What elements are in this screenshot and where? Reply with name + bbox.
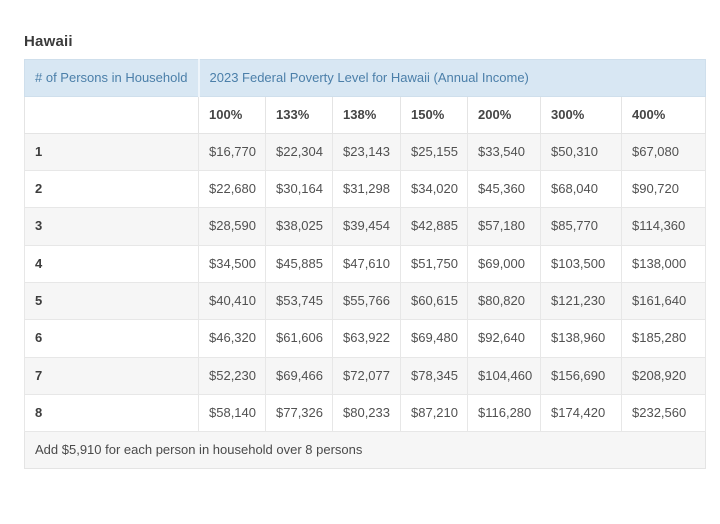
income-value-cell: $40,410: [198, 281, 266, 321]
table-row: 1 $16,770 $22,304 $23,143 $25,155 $33,540 $50,…: [24, 132, 707, 172]
income-value-cell: $60,615: [400, 281, 468, 321]
income-value-cell: $45,360: [467, 170, 541, 209]
income-value-cell: $46,320: [198, 319, 266, 358]
income-value-cell: $47,610: [332, 244, 401, 283]
income-value-cell: $114,360: [620, 207, 707, 246]
person-count-cell: 2: [24, 170, 199, 209]
income-value-cell: $23,143: [332, 132, 401, 172]
income-value-cell: $208,920: [620, 356, 707, 395]
percent-header-150: 150%: [400, 95, 468, 134]
income-value-cell: $174,420: [540, 393, 622, 433]
income-value-cell: $87,210: [400, 393, 468, 433]
income-value-cell: $161,640: [620, 281, 707, 321]
income-value-cell: $63,922: [332, 319, 401, 358]
percent-header-400: 400%: [620, 95, 707, 134]
income-value-cell: $55,766: [332, 281, 401, 321]
persons-column-header: # of Persons in Household: [24, 59, 199, 97]
income-value-cell: $45,885: [265, 244, 333, 283]
income-value-cell: $85,770: [540, 207, 622, 246]
table-footer-row: Add $5,910 for each person in household …: [23, 431, 707, 469]
income-value-cell: $104,460: [467, 356, 541, 395]
person-count-cell: 6: [24, 319, 199, 358]
income-value-cell: $57,180: [467, 207, 541, 246]
income-value-cell: $39,454: [332, 207, 401, 246]
person-count-cell: 8: [24, 393, 199, 433]
income-value-cell: $38,025: [265, 207, 333, 246]
empty-header-cell: [24, 95, 199, 134]
table-row: 4 $34,500 $45,885 $47,610 $51,750 $69,000 $103…: [24, 244, 707, 283]
income-value-cell: $25,155: [400, 132, 468, 172]
table-row: 3 $28,590 $38,025 $39,454 $42,885 $57,180 $85,…: [24, 207, 707, 246]
income-value-cell: $121,230: [540, 281, 622, 321]
income-value-cell: $232,560: [620, 393, 707, 433]
percent-header-133: 133%: [265, 95, 333, 134]
income-value-cell: $80,233: [332, 393, 401, 433]
income-value-cell: $77,326: [265, 393, 333, 433]
percent-header-100: 100%: [198, 95, 266, 134]
income-value-cell: $156,690: [540, 356, 622, 395]
income-value-cell: $42,885: [400, 207, 468, 246]
page-title: Hawaii: [24, 33, 73, 50]
percent-header-138: 138%: [332, 95, 401, 134]
table-row: 5 $40,410 $53,745 $55,766 $60,615 $80,820 $121…: [24, 281, 707, 321]
income-value-cell: $30,164: [265, 170, 333, 209]
percent-header-300: 300%: [540, 95, 622, 134]
person-count-cell: 4: [24, 244, 199, 283]
person-count-cell: 7: [24, 356, 199, 395]
income-value-cell: $69,480: [400, 319, 468, 358]
table-row: 7 $52,230 $69,466 $72,077 $78,345 $104,460 $15…: [24, 356, 707, 395]
income-value-cell: $185,280: [620, 319, 707, 358]
income-value-cell: $67,080: [620, 132, 707, 172]
income-value-cell: $138,000: [620, 244, 707, 283]
income-value-cell: $58,140: [198, 393, 266, 433]
table-row: 8 $58,140 $77,326 $80,233 $87,210 $116,280 $17…: [24, 393, 707, 433]
table-header-row: # of Persons in Household 2023 Federal P…: [24, 59, 707, 97]
income-value-cell: $61,606: [265, 319, 333, 358]
income-value-cell: $22,304: [265, 132, 333, 172]
income-value-cell: $53,745: [265, 281, 333, 321]
income-value-cell: $103,500: [540, 244, 622, 283]
income-value-cell: $51,750: [400, 244, 468, 283]
income-value-cell: $28,590: [198, 207, 266, 246]
table-body: 1 $16,770 $22,304 $23,143 $25,155 $33,540 $50,…: [24, 132, 707, 433]
table-row: 6 $46,320 $61,606 $63,922 $69,480 $92,640 $138…: [24, 319, 707, 358]
income-value-cell: $78,345: [400, 356, 468, 395]
income-value-cell: $69,000: [467, 244, 541, 283]
income-value-cell: $22,680: [198, 170, 266, 209]
percent-header-200: 200%: [467, 95, 541, 134]
income-value-cell: $92,640: [467, 319, 541, 358]
person-count-cell: 1: [24, 132, 199, 172]
percent-header-row: 100% 133% 138% 150% 200% 300% 400%: [24, 95, 707, 134]
income-value-cell: $31,298: [332, 170, 401, 209]
poverty-level-table: # of Persons in Household 2023 Federal P…: [23, 59, 707, 469]
poverty-level-header: 2023 Federal Poverty Level for Hawaii (A…: [197, 59, 707, 97]
footer-note: Add $5,910 for each person in household …: [23, 431, 707, 469]
income-value-cell: $80,820: [467, 281, 541, 321]
income-value-cell: $33,540: [467, 132, 541, 172]
person-count-cell: 5: [24, 281, 199, 321]
income-value-cell: $68,040: [540, 170, 622, 209]
income-value-cell: $16,770: [198, 132, 266, 172]
person-count-cell: 3: [24, 207, 199, 246]
income-value-cell: $34,500: [198, 244, 266, 283]
income-value-cell: $90,720: [620, 170, 707, 209]
income-value-cell: $138,960: [540, 319, 622, 358]
income-value-cell: $50,310: [540, 132, 622, 172]
income-value-cell: $72,077: [332, 356, 401, 395]
income-value-cell: $52,230: [198, 356, 266, 395]
income-value-cell: $116,280: [467, 393, 541, 433]
income-value-cell: $69,466: [265, 356, 333, 395]
income-value-cell: $34,020: [400, 170, 468, 209]
table-row: 2 $22,680 $30,164 $31,298 $34,020 $45,360 $68,…: [24, 170, 707, 209]
content-area: Hawaii # of Persons in Household 2023 Fe…: [23, 33, 707, 469]
